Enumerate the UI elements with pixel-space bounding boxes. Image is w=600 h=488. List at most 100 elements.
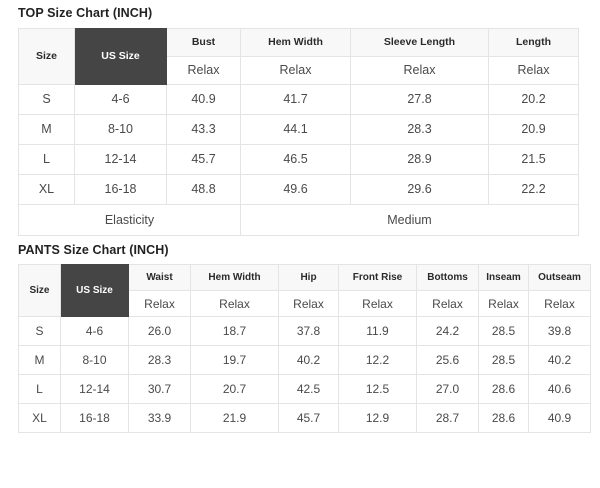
pants-header-front-rise: Front Rise	[338, 264, 417, 291]
pants-header-outseam: Outseam	[528, 264, 591, 291]
pants-row-waist: 33.9	[128, 403, 191, 433]
top-fit-length: Relax	[488, 55, 579, 85]
top-row-hem-width: 41.7	[240, 83, 351, 115]
top-size-chart-table: Size US Size Bust Hem Width Sleeve Lengt…	[18, 27, 579, 236]
top-row-size: XL	[18, 173, 75, 205]
pants-row-outseam: 39.8	[528, 316, 591, 346]
top-row-hem-width: 46.5	[240, 143, 351, 175]
pants-row-size: L	[18, 374, 61, 404]
pants-row-outseam: 40.9	[528, 403, 591, 433]
top-header-us-size: US Size	[74, 27, 167, 85]
top-row-length: 20.9	[488, 113, 579, 145]
pants-row-hem-width: 20.7	[190, 374, 279, 404]
table-row: M 8-10 43.3 44.1 28.3 20.9	[18, 113, 579, 145]
pants-header-inseam: Inseam	[478, 264, 529, 291]
table-row: XL 16-18 48.8 49.6 29.6 22.2	[18, 173, 579, 205]
top-header-sleeve-length: Sleeve Length	[350, 27, 489, 57]
table-row: S 4-6 40.9 41.7 27.8 20.2	[18, 83, 579, 115]
pants-row-front-rise: 11.9	[338, 316, 417, 346]
top-row-size: M	[18, 113, 75, 145]
top-fit-row: Relax Relax Relax Relax	[19, 55, 579, 85]
pants-row-size: M	[18, 345, 61, 375]
pants-fit-hip: Relax	[278, 290, 339, 317]
top-row-us-size: 16-18	[74, 173, 167, 205]
pants-header-row: Size US Size Waist Hem Width Hip Front R…	[18, 264, 591, 317]
pants-fit-waist: Relax	[128, 290, 191, 317]
pants-row-us-size: 12-14	[60, 374, 129, 404]
top-row-length: 21.5	[488, 143, 579, 175]
pants-fit-outseam: Relax	[528, 290, 591, 317]
pants-fit-hem-width: Relax	[190, 290, 279, 317]
top-row-sleeve-length: 29.6	[350, 173, 489, 205]
top-row-bust: 48.8	[166, 173, 241, 205]
top-row-bust: 40.9	[166, 83, 241, 115]
top-row-sleeve-length: 27.8	[350, 83, 489, 115]
pants-row-waist: 30.7	[128, 374, 191, 404]
pants-fit-front-rise: Relax	[338, 290, 417, 317]
pants-fit-row: Relax Relax Relax Relax Relax Relax Rela…	[19, 290, 591, 317]
top-fit-hem-width: Relax	[240, 55, 351, 85]
top-header-length: Length	[488, 27, 579, 57]
top-row-sleeve-length: 28.9	[350, 143, 489, 175]
pants-row-front-rise: 12.2	[338, 345, 417, 375]
pants-row-hem-width: 18.7	[190, 316, 279, 346]
pants-row-us-size: 8-10	[60, 345, 129, 375]
top-fit-bust: Relax	[166, 55, 241, 85]
table-row: L 12-14 45.7 46.5 28.9 21.5	[18, 143, 579, 175]
pants-row-front-rise: 12.9	[338, 403, 417, 433]
top-fit-sleeve-length: Relax	[350, 55, 489, 85]
pants-row-size: XL	[18, 403, 61, 433]
top-row-size: L	[18, 143, 75, 175]
top-row-bust: 43.3	[166, 113, 241, 145]
pants-row-hip: 37.8	[278, 316, 339, 346]
table-row: XL 16-18 33.9 21.9 45.7 12.9 28.7 28.6 4…	[18, 403, 591, 433]
pants-row-hem-width: 19.7	[190, 345, 279, 375]
pants-row-outseam: 40.6	[528, 374, 591, 404]
top-row-length: 22.2	[488, 173, 579, 205]
table-row: L 12-14 30.7 20.7 42.5 12.5 27.0 28.6 40…	[18, 374, 591, 404]
table-row: M 8-10 28.3 19.7 40.2 12.2 25.6 28.5 40.…	[18, 345, 591, 375]
pants-row-bottoms: 27.0	[416, 374, 479, 404]
pants-row-hip: 42.5	[278, 374, 339, 404]
pants-row-waist: 26.0	[128, 316, 191, 346]
pants-row-waist: 28.3	[128, 345, 191, 375]
elasticity-value: Medium	[240, 203, 579, 236]
pants-row-size: S	[18, 316, 61, 346]
top-row-size: S	[18, 83, 75, 115]
pants-row-bottoms: 24.2	[416, 316, 479, 346]
pants-header-waist: Waist	[128, 264, 191, 291]
pants-row-inseam: 28.6	[478, 374, 529, 404]
top-row-hem-width: 49.6	[240, 173, 351, 205]
pants-row-inseam: 28.5	[478, 316, 529, 346]
pants-row-hip: 45.7	[278, 403, 339, 433]
pants-row-inseam: 28.5	[478, 345, 529, 375]
pants-fit-inseam: Relax	[478, 290, 529, 317]
table-row: S 4-6 26.0 18.7 37.8 11.9 24.2 28.5 39.8	[18, 316, 591, 346]
pants-row-inseam: 28.6	[478, 403, 529, 433]
top-chart-title: TOP Size Chart (INCH)	[18, 6, 153, 20]
pants-row-bottoms: 25.6	[416, 345, 479, 375]
pants-row-front-rise: 12.5	[338, 374, 417, 404]
pants-row-outseam: 40.2	[528, 345, 591, 375]
pants-header-hem-width: Hem Width	[190, 264, 279, 291]
pants-header-us-size: US Size	[60, 264, 129, 317]
pants-header-bottoms: Bottoms	[416, 264, 479, 291]
top-row-us-size: 4-6	[74, 83, 167, 115]
pants-row-us-size: 16-18	[60, 403, 129, 433]
pants-fit-bottoms: Relax	[416, 290, 479, 317]
pants-header-size: Size	[18, 264, 61, 317]
pants-row-bottoms: 28.7	[416, 403, 479, 433]
pants-row-us-size: 4-6	[60, 316, 129, 346]
pants-row-hem-width: 21.9	[190, 403, 279, 433]
top-row-us-size: 12-14	[74, 143, 167, 175]
elasticity-label: Elasticity	[18, 203, 241, 236]
top-row-us-size: 8-10	[74, 113, 167, 145]
pants-size-chart-table: Size US Size Waist Hem Width Hip Front R…	[18, 264, 591, 433]
pants-header-hip: Hip	[278, 264, 339, 291]
pants-row-hip: 40.2	[278, 345, 339, 375]
top-header-bust: Bust	[166, 27, 241, 57]
pants-chart-title: PANTS Size Chart (INCH)	[18, 242, 169, 257]
top-row-bust: 45.7	[166, 143, 241, 175]
top-header-size: Size	[18, 27, 75, 85]
